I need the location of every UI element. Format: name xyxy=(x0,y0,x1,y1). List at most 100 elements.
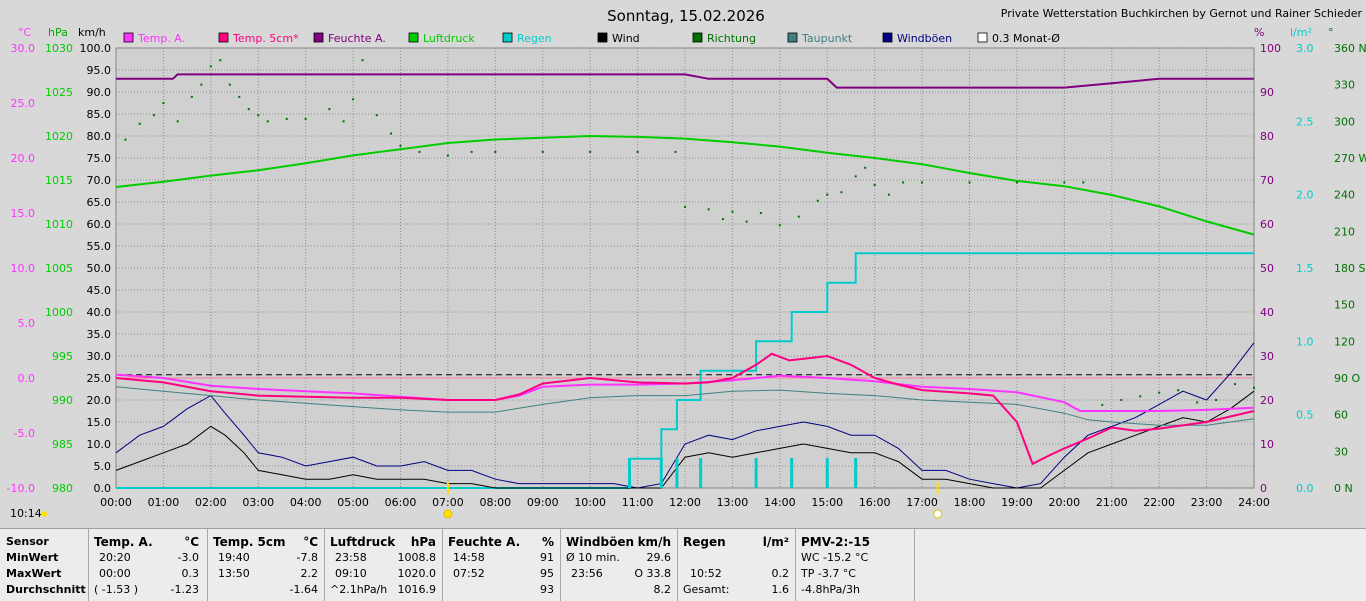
direction-point xyxy=(854,175,857,178)
x-tick-label: 16:00 xyxy=(859,496,891,509)
stats-col-rain: Regen l/m² 10:52 0.2 Gesamt: 1.6 xyxy=(678,529,796,601)
direction-point xyxy=(684,205,686,208)
direction-point xyxy=(1158,391,1161,394)
direction-point xyxy=(1234,383,1237,386)
direction-point xyxy=(968,181,971,184)
direction-tick-label: 150 xyxy=(1334,299,1355,312)
direction-point xyxy=(1063,181,1066,184)
x-tick-label: 13:00 xyxy=(717,496,749,509)
direction-point xyxy=(176,120,179,123)
temp-5cm-header: Temp. 5cm xyxy=(213,535,286,549)
direction-point xyxy=(589,150,592,153)
stats-row-sensor: Sensor xyxy=(6,535,49,548)
wind-tick-label: 80.0 xyxy=(87,130,112,143)
direction-point xyxy=(494,150,497,153)
direction-point xyxy=(778,224,781,227)
rain-tick-label: 2.0 xyxy=(1296,189,1314,202)
direction-point xyxy=(190,95,193,98)
sunrise-icon xyxy=(443,509,453,519)
direction-point xyxy=(209,65,212,68)
pressure-tick-label: 1005 xyxy=(45,262,73,275)
time-marker: 10:14 xyxy=(10,507,42,520)
rain-bar xyxy=(699,458,703,488)
direction-point xyxy=(721,218,724,221)
direction-tick-label: 60 xyxy=(1334,409,1348,422)
direction-point xyxy=(674,150,677,153)
wind-tick-label: 55.0 xyxy=(87,240,112,253)
wind-tick-label: 75.0 xyxy=(87,152,112,165)
humidity-avg: 93 xyxy=(540,583,554,596)
temp-tick-label: 5.0 xyxy=(18,317,36,330)
temp-tick-label: 15.0 xyxy=(11,207,36,220)
gusts-max-time: 23:56 xyxy=(571,567,603,580)
direction-point xyxy=(304,117,307,120)
x-tick-label: 06:00 xyxy=(385,496,417,509)
direction-point xyxy=(228,83,231,86)
wind-tick-label: 70.0 xyxy=(87,174,112,187)
direction-point xyxy=(342,120,345,123)
direction-point xyxy=(1139,395,1142,398)
temp-a-max-time: 00:00 xyxy=(99,567,131,580)
x-tick-label: 08:00 xyxy=(479,496,511,509)
x-tick-label: 04:00 xyxy=(290,496,322,509)
humidity-tick-label: 60 xyxy=(1260,218,1274,231)
rain-max: 0.2 xyxy=(771,567,790,580)
pressure-avg: 1016.9 xyxy=(397,583,437,596)
legend-label: Richtung xyxy=(707,32,756,45)
wind-tick-label: 5.0 xyxy=(94,460,112,473)
rain-max-time: 10:52 xyxy=(690,567,722,580)
temp-tick-label: 10.0 xyxy=(11,262,36,275)
chart-title: Sonntag, 15.02.2026 xyxy=(607,7,765,25)
x-tick-label: 18:00 xyxy=(954,496,986,509)
direction-point xyxy=(902,181,905,184)
humidity-tick-label: 20 xyxy=(1260,394,1274,407)
humidity-unit: % xyxy=(541,535,554,549)
legend-swatch xyxy=(787,32,798,43)
pressure-min: 1008.8 xyxy=(397,551,437,564)
temp-a-avg-note: ( -1.53 ) xyxy=(94,583,139,596)
pressure-tick-label: 1015 xyxy=(45,174,73,187)
x-tick-label: 03:00 xyxy=(242,496,274,509)
direction-point xyxy=(247,108,250,111)
rain-header: Regen xyxy=(683,535,726,549)
direction-point xyxy=(1177,389,1180,392)
direction-point xyxy=(446,154,449,157)
rain-tick-label: 2.5 xyxy=(1296,115,1314,128)
wind-tick-label: 10.0 xyxy=(87,438,112,451)
x-tick-label: 17:00 xyxy=(906,496,938,509)
direction-point xyxy=(921,181,924,184)
pmv-line2: TP -3.7 °C xyxy=(801,567,856,580)
wind-tick-label: 65.0 xyxy=(87,196,112,209)
pressure-tick-label: 985 xyxy=(52,438,73,451)
stats-col-humidity: Feuchte A. % 14:58 91 07:52 95 93 xyxy=(443,529,561,601)
direction-point xyxy=(887,193,890,196)
unit-wind: km/h xyxy=(78,26,106,39)
stats-row-avg: Durchschnitt xyxy=(6,583,86,596)
temp-a-avg: -1.23 xyxy=(170,583,199,596)
wind-tick-label: 100.0 xyxy=(80,42,112,55)
direction-tick-label: 270 W xyxy=(1334,152,1366,165)
temp-tick-label: 25.0 xyxy=(11,97,36,110)
direction-point xyxy=(873,183,876,186)
direction-tick-label: 30 xyxy=(1334,445,1348,458)
direction-point xyxy=(707,208,710,211)
series-luftdruck xyxy=(115,134,1255,236)
weather-chart: Sonntag, 15.02.2026 Private Wetterstatio… xyxy=(6,7,1366,520)
wind-tick-label: 90.0 xyxy=(87,86,112,99)
stats-col-pressure: Luftdruck hPa 23:58 1008.8 09:10 1020.0 … xyxy=(325,529,443,601)
direction-point xyxy=(864,166,867,169)
gusts-min-time: Ø 10 min. xyxy=(566,551,620,564)
series-feuchte-a xyxy=(116,73,1254,89)
rain-avg-note: Gesamt: xyxy=(683,583,730,596)
rain-bar xyxy=(854,458,858,488)
direction-point xyxy=(418,150,421,153)
direction-point xyxy=(399,144,402,147)
legend-swatch xyxy=(692,32,703,43)
temp-tick-label: 0.0 xyxy=(18,372,36,385)
direction-point xyxy=(759,212,762,214)
pmv-header: PMV-2:-15 xyxy=(801,535,870,549)
stats-row-max: MaxWert xyxy=(6,567,62,580)
series-wind xyxy=(115,390,1255,489)
temp-a-header: Temp. A. xyxy=(94,535,153,549)
wind-tick-label: 45.0 xyxy=(87,284,112,297)
